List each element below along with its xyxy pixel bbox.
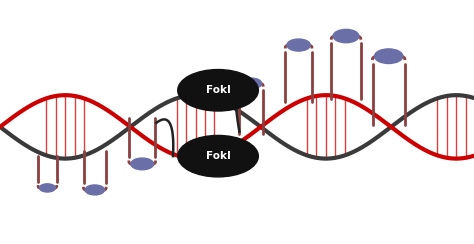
Circle shape <box>85 185 104 195</box>
Circle shape <box>131 158 154 170</box>
Circle shape <box>333 29 359 43</box>
Circle shape <box>374 49 403 63</box>
Circle shape <box>39 184 55 192</box>
Text: FokI: FokI <box>206 85 230 95</box>
Circle shape <box>178 135 258 177</box>
Circle shape <box>287 39 310 51</box>
Circle shape <box>178 70 258 111</box>
Circle shape <box>241 78 262 89</box>
Text: FokI: FokI <box>206 151 230 161</box>
